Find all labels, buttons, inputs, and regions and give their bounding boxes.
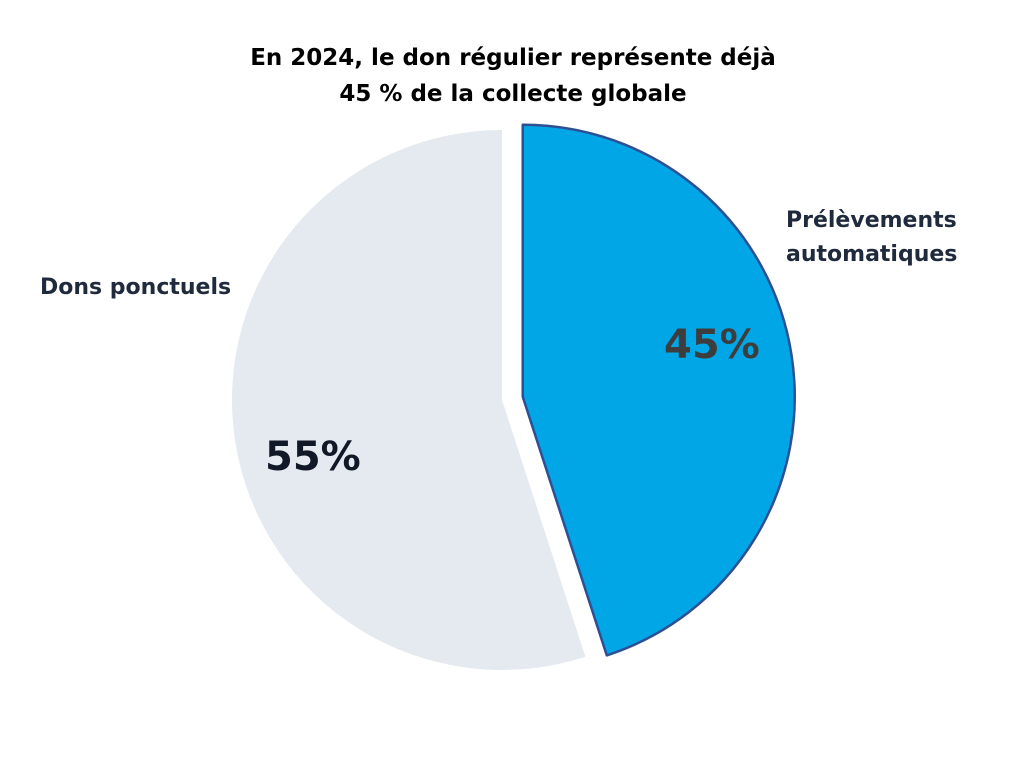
pie-slice-dons-ponctuels [232, 130, 586, 670]
data-label-45: 45% [664, 322, 760, 368]
data-label-55: 55% [265, 434, 361, 480]
slice-label-line-1: Dons ponctuels [40, 275, 232, 300]
pie-slice-prelevements-automatiques [521, 123, 796, 657]
chart-title-line-1: En 2024, le don régulier représente déjà [250, 45, 776, 71]
chart-title-line-2: 45 % de la collecte globale [339, 81, 687, 107]
slice-label-prelevements-automatiques: Prélèvements automatiques [786, 204, 957, 272]
slice-label-dons-ponctuels: Dons ponctuels [40, 271, 231, 305]
slice-label-line-1: Prélèvements [786, 208, 957, 233]
chart-title: En 2024, le don régulier représente déjà… [0, 40, 1026, 112]
slice-label-line-2: automatiques [786, 242, 958, 267]
